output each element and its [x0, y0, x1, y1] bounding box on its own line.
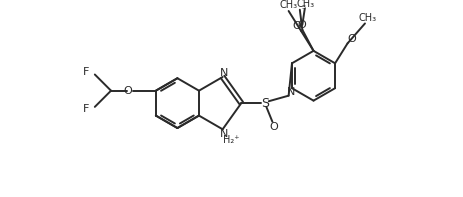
Text: CH₃: CH₃ [279, 0, 297, 10]
Text: F: F [83, 67, 89, 77]
Text: ₃: ₃ [301, 1, 305, 11]
Text: CH₃: CH₃ [358, 13, 376, 23]
Text: O: O [124, 86, 132, 96]
Text: O: O [346, 33, 355, 44]
Text: O: O [292, 21, 301, 31]
Text: S: S [260, 97, 269, 110]
Text: N: N [219, 68, 228, 78]
Text: N: N [286, 87, 294, 97]
Text: O: O [296, 20, 305, 30]
Text: F: F [83, 104, 89, 114]
Text: O: O [269, 122, 277, 132]
Text: N: N [219, 129, 228, 139]
Text: CH₃: CH₃ [296, 0, 314, 9]
Text: H₂⁺: H₂⁺ [223, 135, 239, 145]
